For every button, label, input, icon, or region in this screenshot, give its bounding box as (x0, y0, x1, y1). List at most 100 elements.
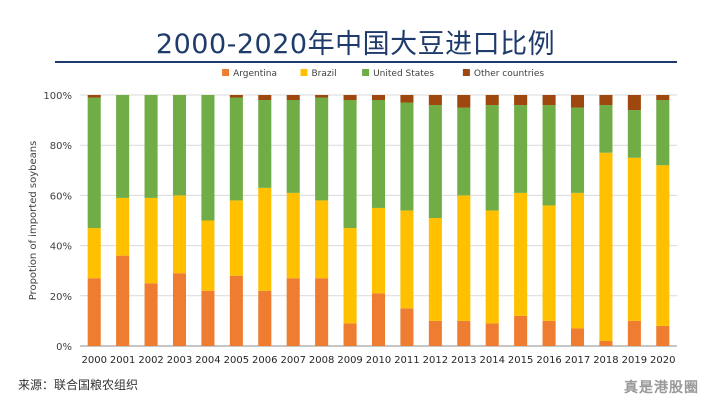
bar-segment-argentina (542, 320, 556, 346)
bar-segment-brazil (201, 220, 215, 291)
bar-segment-united-states (315, 97, 329, 201)
bar-segment-other-countries (457, 95, 471, 108)
x-tick-label: 2003 (167, 355, 192, 366)
x-tick-label: 2011 (394, 355, 419, 366)
stacked-bar-chart: 0% 20% 40% 60% 80% 100% Propotion of imported … (28, 69, 677, 366)
x-tick-label: 2019 (622, 355, 647, 366)
legend-swatch (462, 69, 470, 76)
bar-segment-argentina (258, 290, 272, 346)
bar-segment-brazil (627, 157, 641, 321)
bar-segment-united-states (400, 102, 414, 211)
y-tick-label: 100% (43, 91, 72, 102)
legend-swatch (362, 69, 370, 76)
x-tick-label: 2013 (451, 355, 476, 366)
y-tick-label: 20% (50, 292, 72, 303)
bar-segment-other-countries (656, 95, 670, 101)
bar-segment-argentina (599, 340, 613, 346)
bar-segment-argentina (144, 283, 158, 346)
bar-segment-united-states (258, 100, 272, 188)
bar-segment-brazil (286, 192, 300, 279)
bar-segment-brazil (116, 197, 130, 256)
bar-segment-united-states (87, 97, 101, 229)
bar-segment-argentina (428, 320, 442, 346)
bar-segment-argentina (343, 323, 357, 346)
bar-segment-brazil (570, 192, 585, 329)
bar-segment-other-countries (315, 95, 329, 98)
legend-label: United States (373, 69, 434, 79)
x-tick-label: 2006 (252, 355, 277, 366)
legend-label: Other countries (474, 69, 545, 79)
x-tick-label: 2014 (479, 355, 504, 366)
bar-segment-united-states (172, 95, 187, 196)
x-tick-label: 2000 (81, 355, 106, 366)
x-tick-label: 2001 (110, 355, 135, 366)
bar-segment-other-countries (371, 95, 386, 101)
bar-segment-argentina (116, 255, 130, 346)
bar-segment-argentina (627, 320, 641, 346)
y-tick-label: 0% (56, 342, 72, 353)
bar-segment-argentina (201, 290, 215, 346)
bar-segment-other-countries (258, 95, 272, 101)
bar-segment-brazil (144, 197, 158, 284)
x-tick-label: 2010 (366, 355, 391, 366)
bar-segment-argentina (229, 275, 243, 346)
bar-segment-argentina (400, 308, 414, 346)
bar-segment-united-states (144, 95, 158, 198)
bar-segment-argentina (656, 325, 670, 346)
bar-segment-argentina (570, 328, 585, 346)
x-tick-label: 2007 (280, 355, 305, 366)
x-tick-label: 2008 (309, 355, 334, 366)
bar-segment-united-states (343, 100, 357, 229)
bar-segment-argentina (87, 278, 101, 346)
bar-segment-united-states (286, 100, 300, 193)
bar-segment-other-countries (286, 95, 300, 101)
bar-segment-brazil (457, 195, 471, 321)
bar-segment-brazil (542, 205, 556, 321)
bar-segment-brazil (229, 200, 243, 276)
y-tick-label: 60% (50, 191, 72, 202)
bar-segment-united-states (428, 105, 442, 218)
x-tick-label: 2002 (138, 355, 163, 366)
bar-segment-argentina (457, 320, 471, 346)
watermark: 真是港股圈 (624, 380, 699, 396)
bar-segment-argentina (315, 278, 329, 346)
bar-segment-brazil (258, 187, 272, 291)
bar-segment-united-states (485, 105, 499, 211)
bar-segment-united-states (457, 107, 471, 196)
bar-segment-brazil (485, 210, 499, 324)
x-tick-label: 2005 (224, 355, 249, 366)
source-note: 来源：联合国粮农组织 (18, 378, 139, 392)
bar-segment-other-countries (428, 95, 442, 106)
x-tick-label: 2018 (593, 355, 618, 366)
bar-segment-argentina (485, 323, 499, 346)
bar-segment-united-states (656, 100, 670, 166)
bar-segment-argentina (172, 273, 187, 346)
bar-segment-other-countries (343, 95, 357, 101)
bar-segment-other-countries (627, 95, 641, 111)
bar-segment-other-countries (87, 95, 101, 98)
legend-swatch (222, 69, 230, 76)
bar-segment-united-states (371, 100, 386, 208)
legend-label: Brazil (312, 69, 337, 79)
bar-segment-united-states (542, 105, 556, 206)
bar-segment-other-countries (599, 95, 613, 106)
x-tick-label: 2020 (650, 355, 675, 366)
chart-title: 2000-2020年中国大豆进口比例 (155, 29, 556, 60)
bar-segment-argentina (286, 278, 300, 346)
bar-segment-brazil (371, 207, 386, 294)
bar-segment-brazil (599, 152, 613, 341)
bar-segment-other-countries (400, 95, 414, 103)
x-tick-label: 2004 (195, 355, 220, 366)
x-tick-label: 2015 (508, 355, 533, 366)
bar-segment-argentina (514, 315, 528, 346)
bar-segment-other-countries (570, 95, 585, 108)
bar-segment-other-countries (229, 95, 243, 98)
x-tick-label: 2012 (423, 355, 448, 366)
bar-segment-united-states (201, 95, 215, 221)
bar-segment-brazil (172, 195, 187, 274)
bar-segment-argentina (371, 293, 386, 346)
bar-segment-brazil (514, 192, 528, 316)
legend-swatch (300, 69, 308, 76)
bar-segment-other-countries (485, 95, 499, 106)
bar-segment-united-states (229, 97, 243, 201)
